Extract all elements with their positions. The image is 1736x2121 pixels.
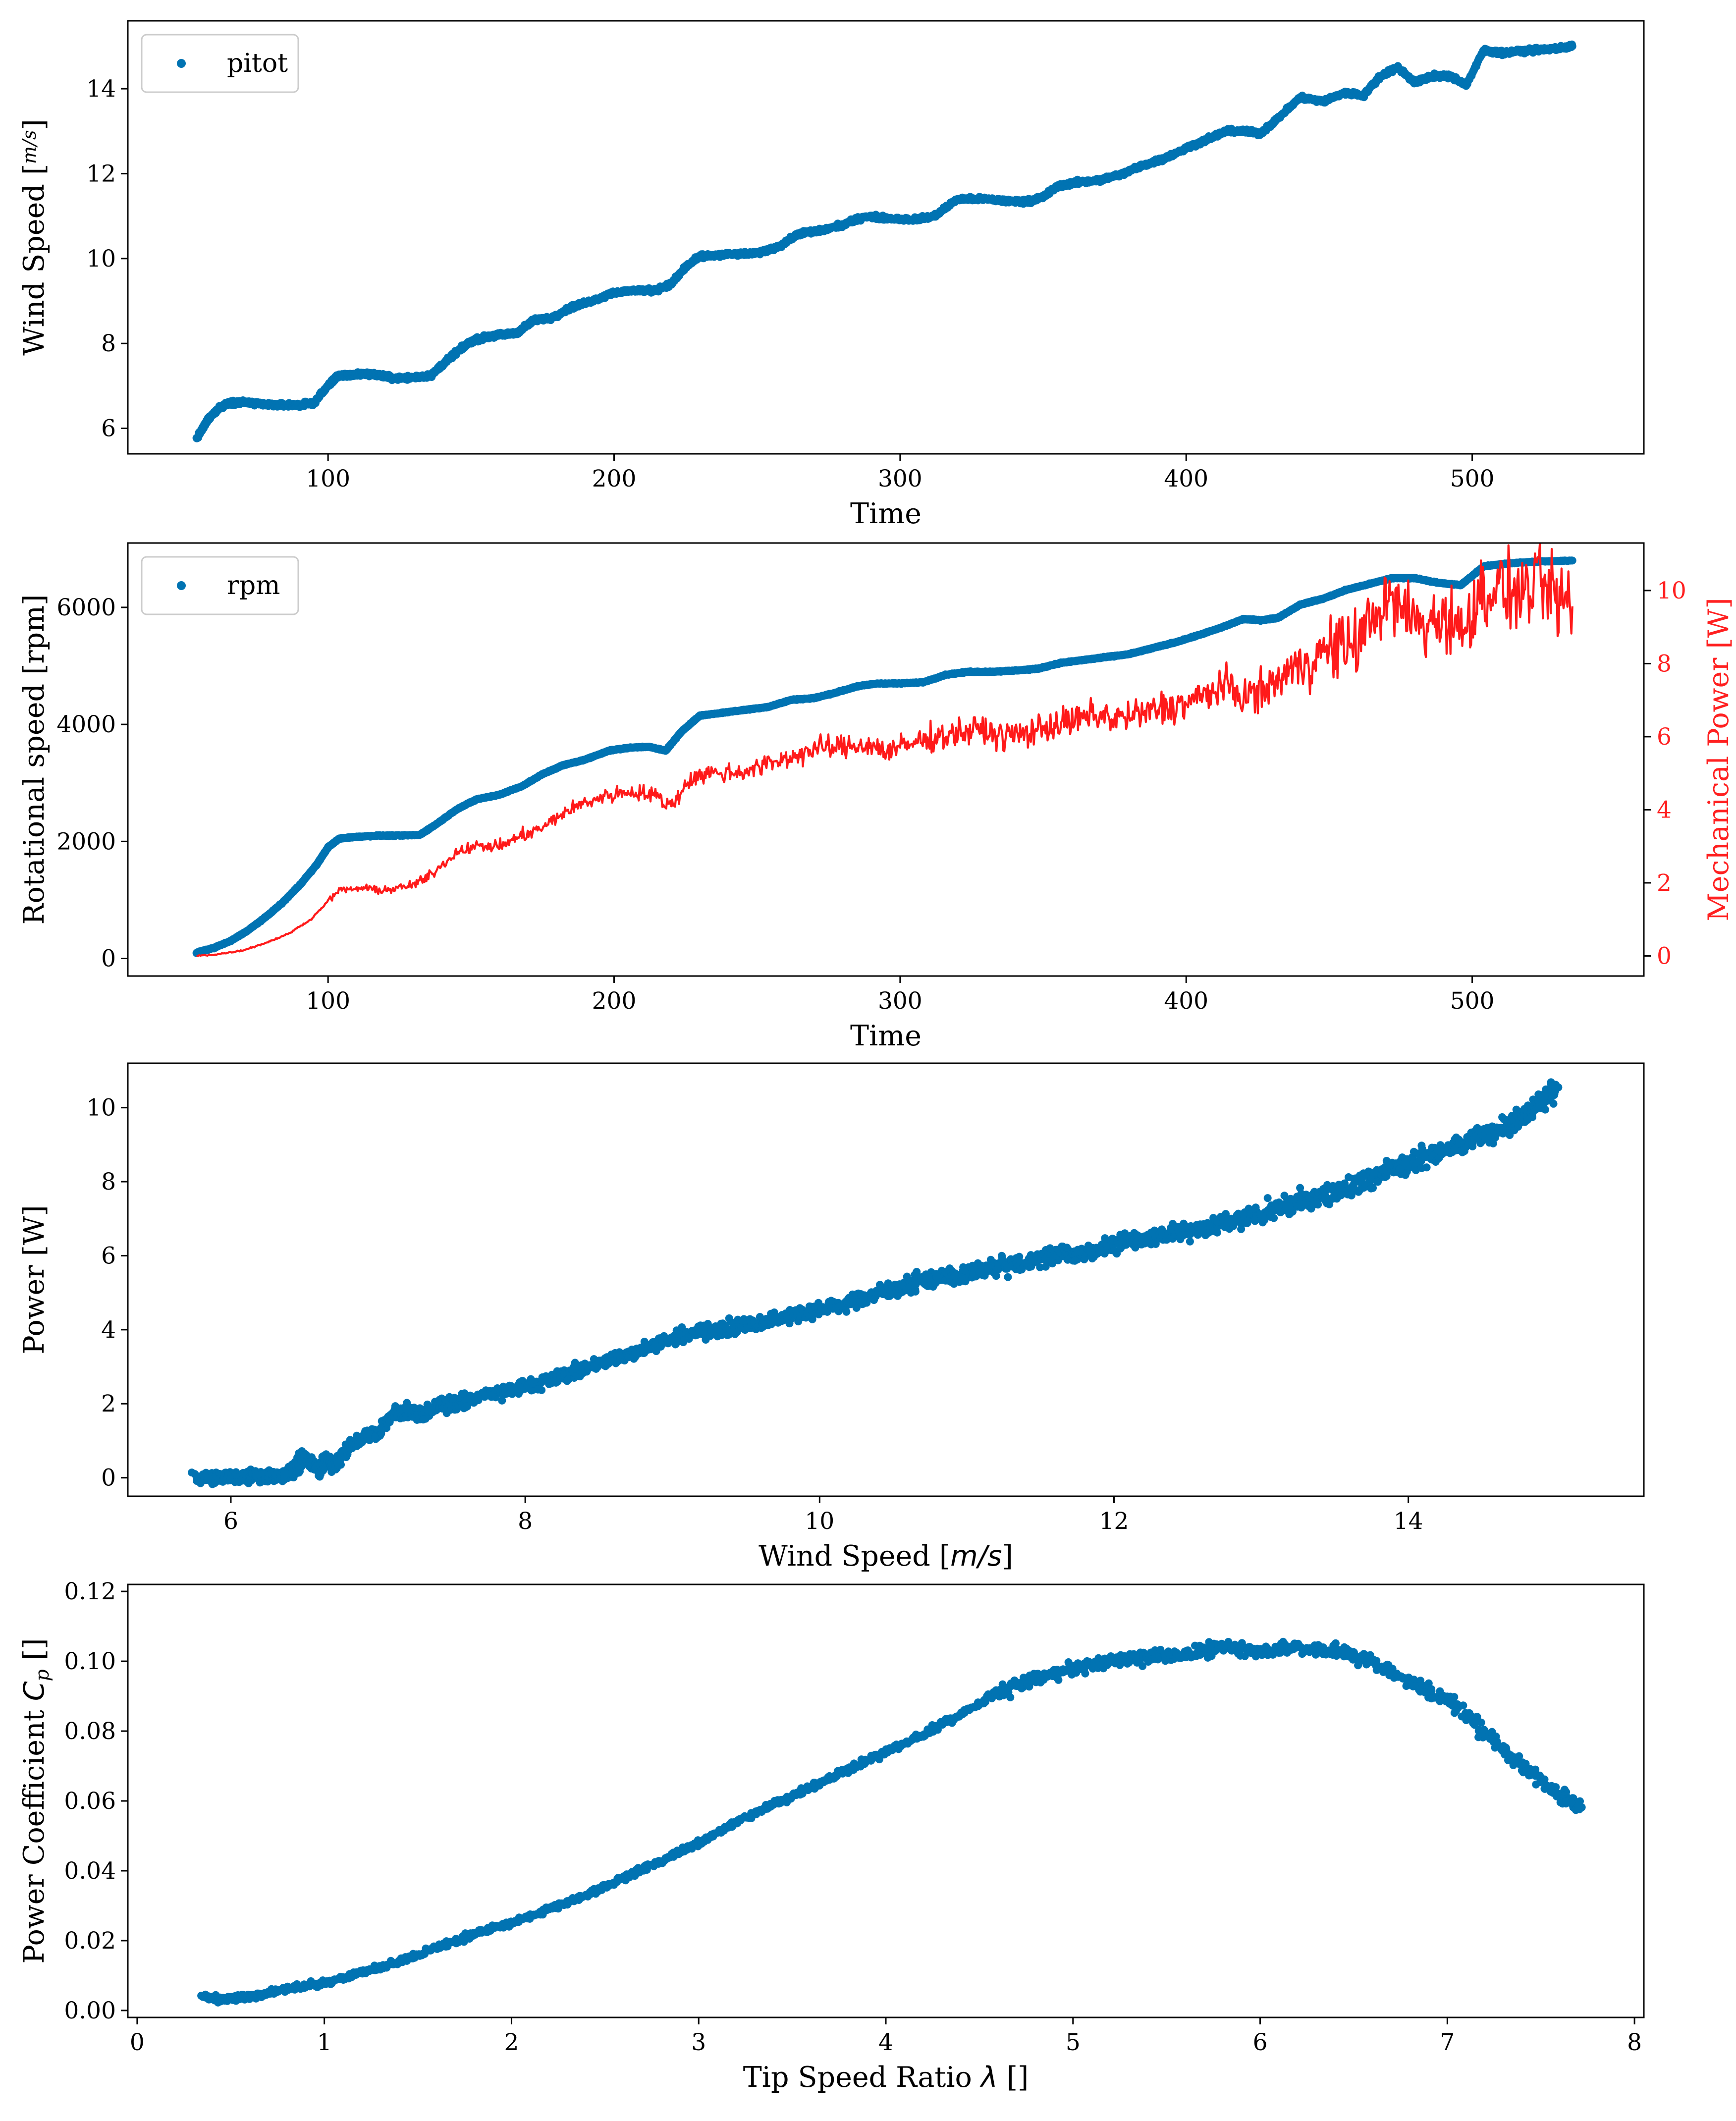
chart-panel-1: 100 200 300 400 500 6 8 10 12 14 Time Wind Speed [m…: [18, 20, 1645, 530]
x-axis-label: Time: [850, 497, 922, 530]
x-tick-label: 500: [1450, 465, 1495, 492]
data-point: [1568, 42, 1576, 51]
y-tick-label: 8: [101, 330, 116, 357]
y-axis-label: Wind Speed [m/s]: [18, 119, 51, 356]
axes-frame: [127, 20, 1645, 455]
legend-label: pitot: [227, 49, 288, 78]
legend-marker: [177, 59, 186, 68]
chart-panel-2: 100 200 300 400 50002000400060000246810Mecha…: [18, 542, 1735, 1052]
series-pitot: [192, 40, 1576, 442]
y-tick-label: 12: [86, 160, 116, 187]
x-tick-label: 100: [306, 465, 350, 492]
x-tick-label: 300: [878, 465, 922, 492]
plot-area: [192, 543, 1576, 957]
plot-area: [192, 40, 1576, 442]
y-tick-label: 14: [86, 75, 116, 103]
x-tick-label: 200: [592, 465, 637, 492]
x-tick-label: 400: [1164, 465, 1208, 492]
y-tick-label: 6: [101, 415, 116, 442]
legend: pitot: [141, 34, 299, 93]
y-tick-label: 10: [86, 245, 116, 272]
